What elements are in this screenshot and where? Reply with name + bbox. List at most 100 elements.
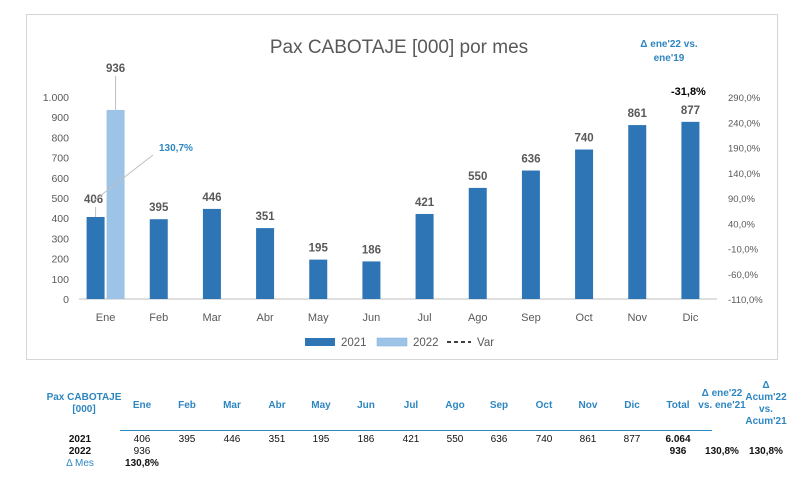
row-2021-cell: 421 [402, 434, 420, 445]
x-axis-categories: Ene Feb Mar Abr May Jun Jul Ago Sep Oct Nov Dic [96, 312, 699, 324]
category-label: Jun [363, 312, 381, 324]
data-label-2021: 861 [628, 108, 648, 120]
corner-note: Δ ene'22 vs. ene'19 [640, 39, 698, 64]
y2-tick-label: -60,0% [728, 270, 759, 281]
category-label: Dic [682, 312, 698, 324]
y2-tick-label: -110,0% [728, 295, 763, 306]
legend: 2021 2022 Var [305, 337, 494, 349]
y-tick-label: 600 [51, 173, 69, 185]
bar-2021-dic [681, 121, 700, 299]
bar-2021-nov [628, 125, 647, 299]
data-label-2021: 446 [202, 192, 221, 204]
data-label-2021: 421 [415, 197, 435, 209]
row-2021-cell: 550 [446, 434, 464, 445]
row-2022-delta-1: 130,8% [705, 446, 739, 457]
row-2021-cell: 406 [133, 434, 151, 445]
bar-2021-abr [256, 228, 275, 299]
row-2021-total: 6.064 [665, 434, 691, 445]
bar-2021-oct [575, 149, 594, 299]
chart-title: Pax CABOTAJE [000] por mes [270, 37, 528, 58]
row-2021-cell: 195 [312, 434, 330, 445]
data-label-2021: 550 [468, 171, 487, 183]
bar-2021-feb [149, 219, 168, 299]
row-delta-ene: 130,8% [125, 458, 159, 469]
y-tick-label: 400 [51, 213, 69, 225]
row-2021-label: 2021 [68, 434, 92, 445]
category-label: May [308, 312, 329, 324]
row-2021-cell: 740 [535, 434, 553, 445]
month-header-mar: Mar [223, 400, 241, 411]
delta-header-2: Δ Acum'22 vs. Acum'21 [745, 380, 787, 427]
y-tick-label: 900 [51, 112, 69, 124]
legend-swatch-2021 [305, 338, 335, 346]
data-label-2021: 740 [574, 133, 593, 145]
y2-tick-label: 190,0% [728, 144, 761, 155]
legend-label-2022: 2022 [413, 337, 439, 349]
data-label-2021: 186 [362, 244, 381, 256]
y-tick-label: 800 [51, 132, 69, 144]
bars [86, 109, 700, 299]
month-header-oct: Oct [535, 400, 553, 411]
row-2022-ene: 936 [133, 446, 151, 457]
var-leader-ene [93, 154, 154, 202]
y-tick-label: 700 [51, 153, 69, 165]
row-2021-cell: 636 [490, 434, 508, 445]
month-header-abr: Abr [268, 400, 286, 411]
month-header-dic: Dic [624, 400, 640, 411]
data-label-2021: 395 [149, 202, 169, 214]
bar-2021-ene [86, 216, 105, 299]
y2-tick-label: -10,0% [728, 245, 759, 256]
month-header-sep: Sep [489, 400, 509, 411]
month-header-nov: Nov [578, 400, 598, 411]
y2-tick-label: 40,0% [728, 219, 755, 230]
y2-tick-label: 240,0% [728, 118, 761, 129]
month-header-feb: Feb [178, 400, 196, 411]
table-corner-label: Pax CABOTAJE [000] [46, 392, 122, 415]
legend-label-2021: 2021 [341, 337, 367, 349]
total-header: Total [666, 400, 690, 411]
y-tick-label: 500 [51, 193, 69, 205]
data-label-2021: 351 [255, 211, 275, 223]
y-tick-label: 0 [63, 294, 69, 306]
data-table: Pax CABOTAJE [000] Ene Feb Mar Abr May Jun Jul… [0, 380, 800, 486]
category-label: Feb [149, 312, 168, 324]
y2-tick-label: 290,0% [728, 93, 761, 104]
row-2021-cell: 186 [357, 434, 375, 445]
bar-2021-jul [415, 213, 434, 299]
delta-header-1: Δ ene'22 vs. ene'21 [698, 388, 746, 411]
row-2021-cell: 395 [178, 434, 196, 445]
category-label: Ene [96, 312, 116, 324]
var-label-ene: 130,7% [159, 143, 193, 154]
bar-2021-may [309, 259, 328, 299]
category-label: Jul [418, 312, 432, 324]
y-tick-label: 200 [51, 254, 69, 266]
legend-swatch-2022 [376, 337, 408, 347]
row-2022-label: 2022 [68, 446, 92, 457]
y2-tick-label: 90,0% [728, 194, 755, 205]
bar-2021-ago [468, 187, 487, 299]
bar-2021-jun [362, 261, 381, 299]
category-label: Ago [468, 312, 488, 324]
category-label: Oct [576, 312, 593, 324]
month-header-may: May [311, 400, 331, 411]
row-2022-delta-2: 130,8% [749, 446, 783, 457]
category-label: Nov [627, 312, 647, 324]
chart-frame: Pax CABOTAJE [000] por mes Δ ene'22 vs. e… [26, 14, 778, 360]
y-tick-label: 300 [51, 233, 69, 245]
bar-2021-mar [202, 208, 221, 299]
data-label-2021: 877 [681, 105, 700, 117]
row-2022-total: 936 [669, 446, 687, 457]
row-delta-label: Δ Mes [66, 458, 94, 469]
var-label-dic: -31,8% [671, 86, 706, 98]
month-header-jul: Jul [403, 400, 419, 411]
bar-2021-sep [521, 170, 540, 299]
y-axis-left: 0 100 200 300 400 500 600 700 800 900 1.000 [43, 92, 69, 306]
y-tick-label: 1.000 [43, 92, 69, 104]
category-label: Abr [257, 312, 274, 324]
category-label: Mar [202, 312, 221, 324]
y-tick-label: 100 [51, 274, 69, 286]
data-label-2022: 936 [106, 63, 125, 75]
y2-tick-label: 140,0% [728, 169, 761, 180]
data-label-2021: 636 [521, 154, 540, 166]
row-2021-cell: 351 [268, 434, 286, 445]
